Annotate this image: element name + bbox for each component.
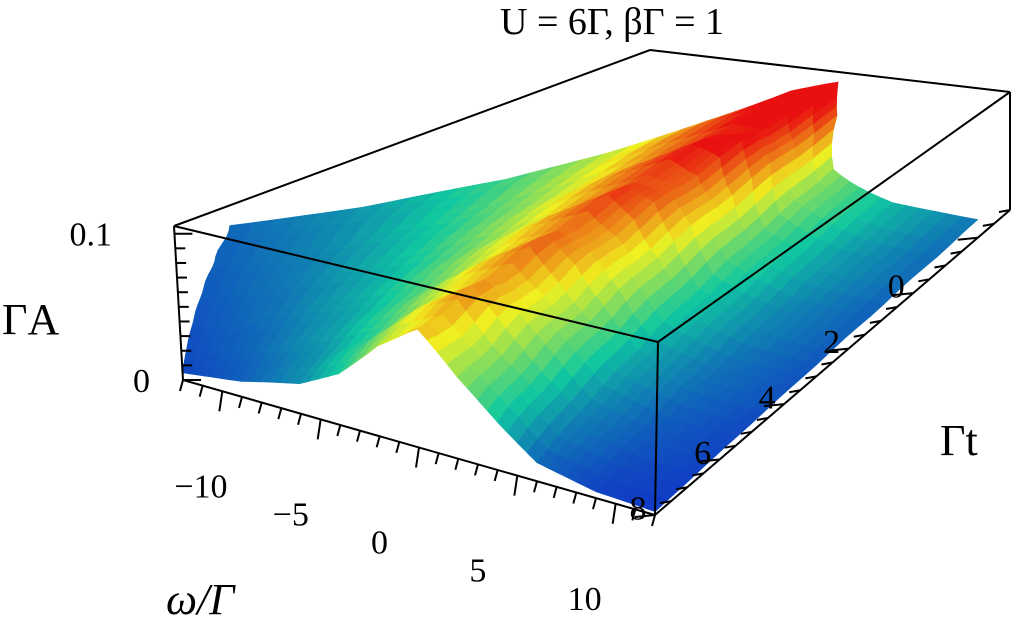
y-major-tick [957,236,978,241]
box-edge-top-front [173,225,659,343]
surface-patch [192,317,209,324]
x-minor-tick [336,424,342,437]
box-edge-top-right [657,91,1011,343]
box-edge-top-back [649,49,1011,93]
x-major-tick [611,503,617,524]
x-minor-tick [238,396,243,409]
x-axis-title: ω/Γ [166,575,236,624]
y-minor-tick [982,222,995,227]
x-minor-tick [395,441,401,454]
x-minor-tick [454,458,460,471]
y-minor-tick [918,278,930,283]
surface-layer [182,81,979,512]
x-minor-tick [297,413,302,426]
z-axis-title: ΓA [2,295,59,344]
y-minor-tick [853,333,865,338]
x-major-tick [316,419,322,440]
x-minor-tick [198,385,204,397]
surface-patch [193,311,211,318]
x-minor-tick [257,402,263,414]
x-major-tick [218,391,224,412]
y-minor-tick [659,500,672,505]
surface-patch [197,342,213,350]
surface-patch [182,366,194,375]
x-tick-label: 0 [371,525,388,562]
y-minor-tick [869,319,882,324]
tick-labels: −10 −5 0 5 10 0 2 4 6 8 0 0.1 [69,217,904,618]
x-minor-tick [533,480,538,493]
y-major-tick [893,292,914,297]
x-major-tick [513,475,519,496]
x-minor-tick [552,486,558,499]
y-minor-tick [692,472,704,477]
z-tick-label: 0.1 [69,217,112,254]
x-minor-tick [434,452,440,465]
surface-patch [199,336,215,344]
y-minor-tick [821,361,833,366]
y-minor-tick [789,389,801,394]
surface-patch [186,342,201,350]
surface-patch [191,367,205,377]
y-minor-tick [885,306,898,311]
tick-marks [174,209,1011,527]
x-minor-tick [493,469,499,482]
x-minor-tick [277,407,283,420]
x-minor-tick [474,464,479,476]
y-tick-label: 0 [888,269,905,306]
y-tick-label: 2 [823,324,840,361]
x-minor-tick [356,430,361,442]
x-tick-label: 10 [568,581,602,618]
box-edge-left-vertical [173,225,184,381]
y-axis-title: Γt [940,416,978,465]
y-minor-tick [934,264,946,269]
x-minor-tick [651,514,656,527]
x-axis-title-text: ω/Γ [166,575,236,624]
z-tick-label: 0 [133,363,150,400]
y-major-tick [828,347,849,352]
surface-patch [194,305,213,313]
x-major-tick [415,447,420,468]
x-minor-tick [631,509,637,521]
y-minor-tick [950,250,962,255]
x-tick-label: −10 [174,468,227,505]
y-major-tick [699,458,720,463]
y-minor-tick [676,486,688,491]
surface-patch [187,336,202,344]
x-minor-tick [572,492,578,504]
surface-patch [188,329,205,338]
y-minor-tick [805,375,817,380]
y-tick-label: 8 [630,491,647,528]
x-tick-label: 5 [469,553,486,590]
y-major-tick [634,514,656,518]
x-minor-tick [375,435,381,448]
surface-patch [207,311,225,318]
y-minor-tick [998,209,1011,213]
box-edge-top-left [173,49,651,227]
x-tick-label: −5 [273,496,309,533]
y-minor-tick [756,416,769,421]
y-major-tick [763,403,785,408]
y-tick-label: 4 [759,380,776,417]
x-minor-tick [592,497,597,510]
x-minor-tick [179,379,184,392]
y-minor-tick [724,444,736,449]
y-tick-label: 6 [694,435,711,472]
plot-title: U = 6Γ, βΓ = 1 [500,1,724,43]
y-minor-tick [740,430,752,435]
box-edge-front-vertical [654,341,659,516]
